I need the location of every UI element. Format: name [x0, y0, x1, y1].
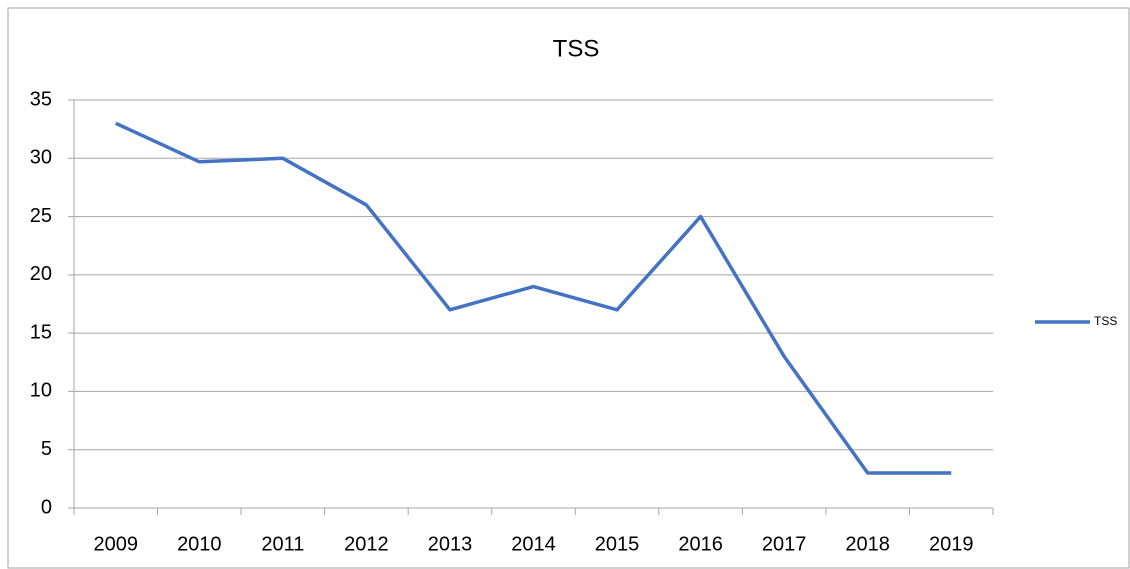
x-tick-label: 2015 — [595, 533, 640, 555]
x-tick-label: 2010 — [177, 533, 222, 555]
y-tick-label: 5 — [41, 438, 52, 460]
x-tick-label: 2014 — [511, 533, 556, 555]
line-series — [115, 121, 952, 475]
x-tick-label: 2018 — [845, 533, 890, 555]
y-tick-label: 15 — [30, 321, 52, 343]
x-tick-label: 2017 — [762, 533, 807, 555]
y-tick-label: 10 — [30, 380, 52, 402]
chart-border — [7, 7, 1130, 569]
y-tick-label: 25 — [30, 205, 52, 227]
x-tick-label: 2016 — [678, 533, 723, 555]
y-tick-label: 20 — [30, 263, 52, 285]
y-tick-label: 0 — [41, 496, 52, 518]
x-tick-label: 2013 — [428, 533, 473, 555]
legend-label: TSS — [1094, 314, 1117, 328]
x-tick-label: 2012 — [344, 533, 389, 555]
chart-title: TSS — [553, 35, 600, 62]
y-tick-label: 30 — [30, 147, 52, 169]
x-tick-label: 2011 — [261, 533, 304, 555]
y-tick-label: 35 — [30, 88, 52, 110]
x-tick-label: 2019 — [929, 533, 974, 555]
x-tick-label: 2009 — [94, 533, 139, 555]
